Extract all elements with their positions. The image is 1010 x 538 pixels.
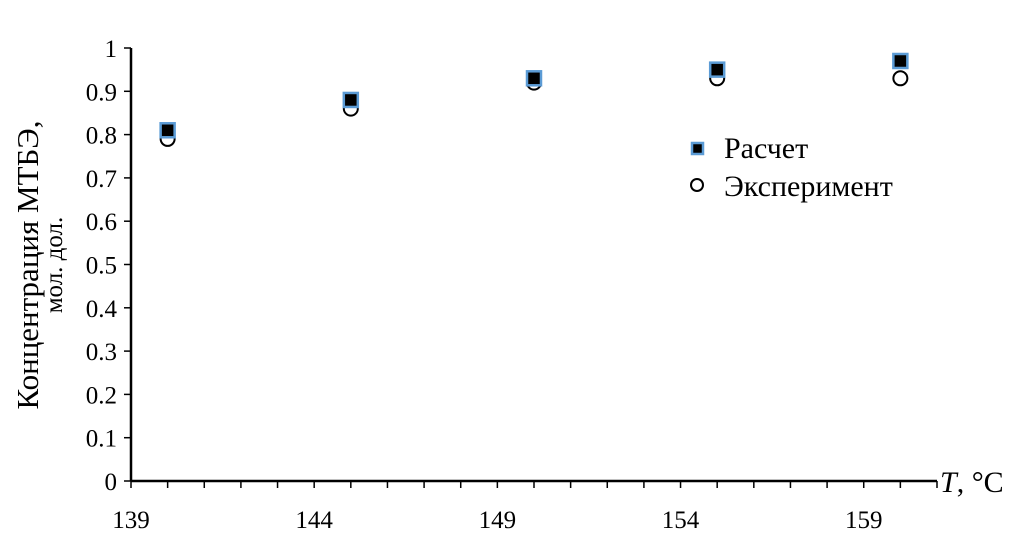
y-tick-label: 1 — [105, 36, 118, 63]
calculation-point — [525, 70, 543, 87]
calculation-point — [892, 52, 909, 70]
x-axis-unit: , °C — [957, 466, 1004, 499]
y-tick-label: 0.6 — [86, 209, 117, 236]
x-tick-label: 149 — [479, 507, 517, 534]
x-axis-variable: T — [940, 466, 959, 499]
y-tick-label: 0.2 — [86, 382, 117, 409]
calculation-point — [708, 61, 726, 78]
y-tick-label: 0 — [105, 469, 118, 496]
experiment-point — [892, 70, 909, 87]
calculation-point — [159, 122, 176, 139]
y-tick-label: 0.9 — [86, 79, 117, 106]
x-tick-label: 144 — [295, 507, 333, 534]
y-tick-label: 0.1 — [86, 426, 117, 453]
y-tick-label: 0.3 — [86, 339, 117, 366]
y-tick-label: 0.5 — [86, 253, 117, 280]
y-tick-label: 0.8 — [86, 123, 117, 150]
x-tick-label: 139 — [112, 507, 150, 534]
legend-marker-calculation — [690, 141, 705, 156]
calculation-point — [342, 91, 360, 109]
x-tick-label: 159 — [845, 507, 883, 534]
y-axis-unit-label: мол. дол. — [41, 217, 68, 314]
y-tick-label: 0.7 — [86, 166, 117, 193]
legend: Расчет Эксперимент — [690, 132, 893, 203]
legend-label-calculation: Расчет — [724, 132, 808, 165]
x-tick-label: 154 — [662, 507, 700, 534]
y-axis-label: Концентрация МТБЭ, — [10, 120, 45, 409]
x-axis-label: T, °C — [940, 466, 1004, 499]
y-tick-label: 0.4 — [86, 296, 118, 323]
legend-marker-experiment — [690, 178, 704, 192]
legend-label-experiment: Эксперимент — [724, 170, 893, 203]
